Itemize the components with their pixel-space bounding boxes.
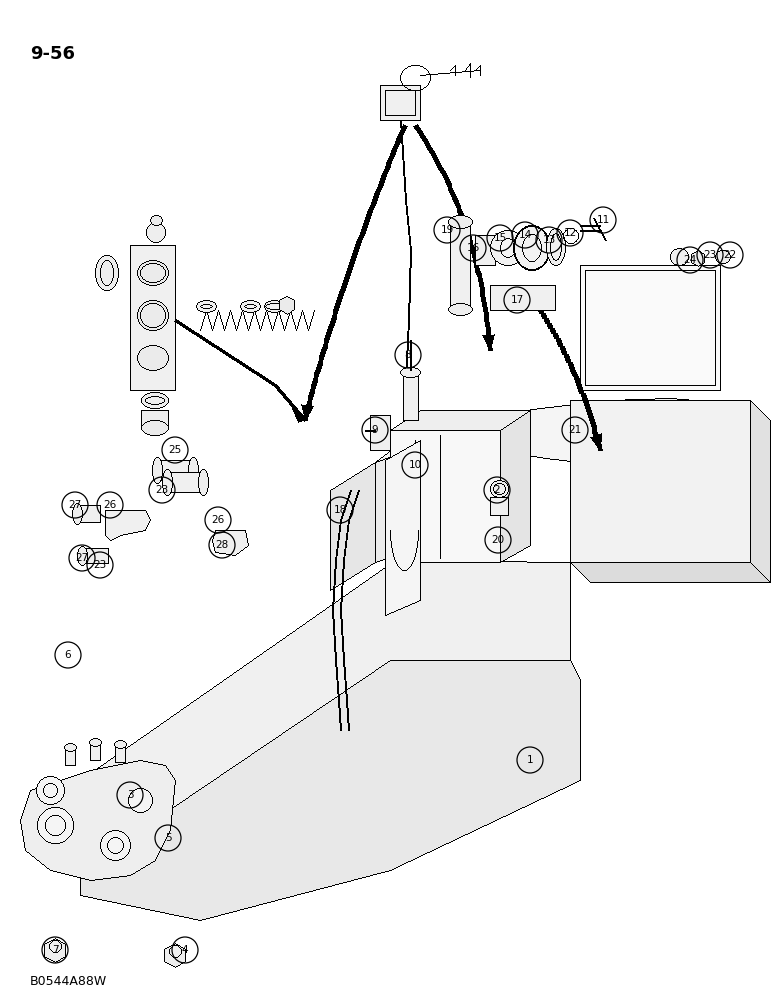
Text: 8: 8: [405, 350, 411, 360]
Text: 7: 7: [52, 945, 59, 955]
Text: 6: 6: [65, 650, 71, 660]
Text: 20: 20: [492, 535, 505, 545]
Text: 27: 27: [76, 553, 89, 563]
Text: B0544A88W: B0544A88W: [30, 975, 107, 988]
Text: 17: 17: [510, 295, 523, 305]
Text: 24: 24: [683, 255, 696, 265]
Text: 9-56: 9-56: [30, 45, 75, 63]
Text: 12: 12: [564, 228, 577, 238]
Text: 14: 14: [518, 230, 532, 240]
Text: 10: 10: [408, 460, 422, 470]
Text: 27: 27: [69, 500, 82, 510]
Text: 18: 18: [334, 505, 347, 515]
Text: 4: 4: [181, 945, 188, 955]
Text: 25: 25: [168, 445, 181, 455]
Text: 26: 26: [212, 515, 225, 525]
Text: 3: 3: [127, 790, 134, 800]
Text: 26: 26: [103, 500, 117, 510]
Text: 11: 11: [597, 215, 610, 225]
Text: 28: 28: [215, 540, 229, 550]
Text: 23: 23: [703, 250, 716, 260]
Text: 16: 16: [466, 243, 479, 253]
Text: 23: 23: [93, 560, 107, 570]
Text: 21: 21: [568, 425, 581, 435]
Text: 1: 1: [527, 755, 533, 765]
Text: 15: 15: [493, 233, 506, 243]
Text: 5: 5: [164, 833, 171, 843]
Text: 19: 19: [440, 225, 454, 235]
Text: 23: 23: [155, 485, 168, 495]
Text: 9: 9: [371, 425, 378, 435]
Text: 2: 2: [493, 485, 500, 495]
Text: 22: 22: [723, 250, 736, 260]
Text: 13: 13: [543, 235, 556, 245]
